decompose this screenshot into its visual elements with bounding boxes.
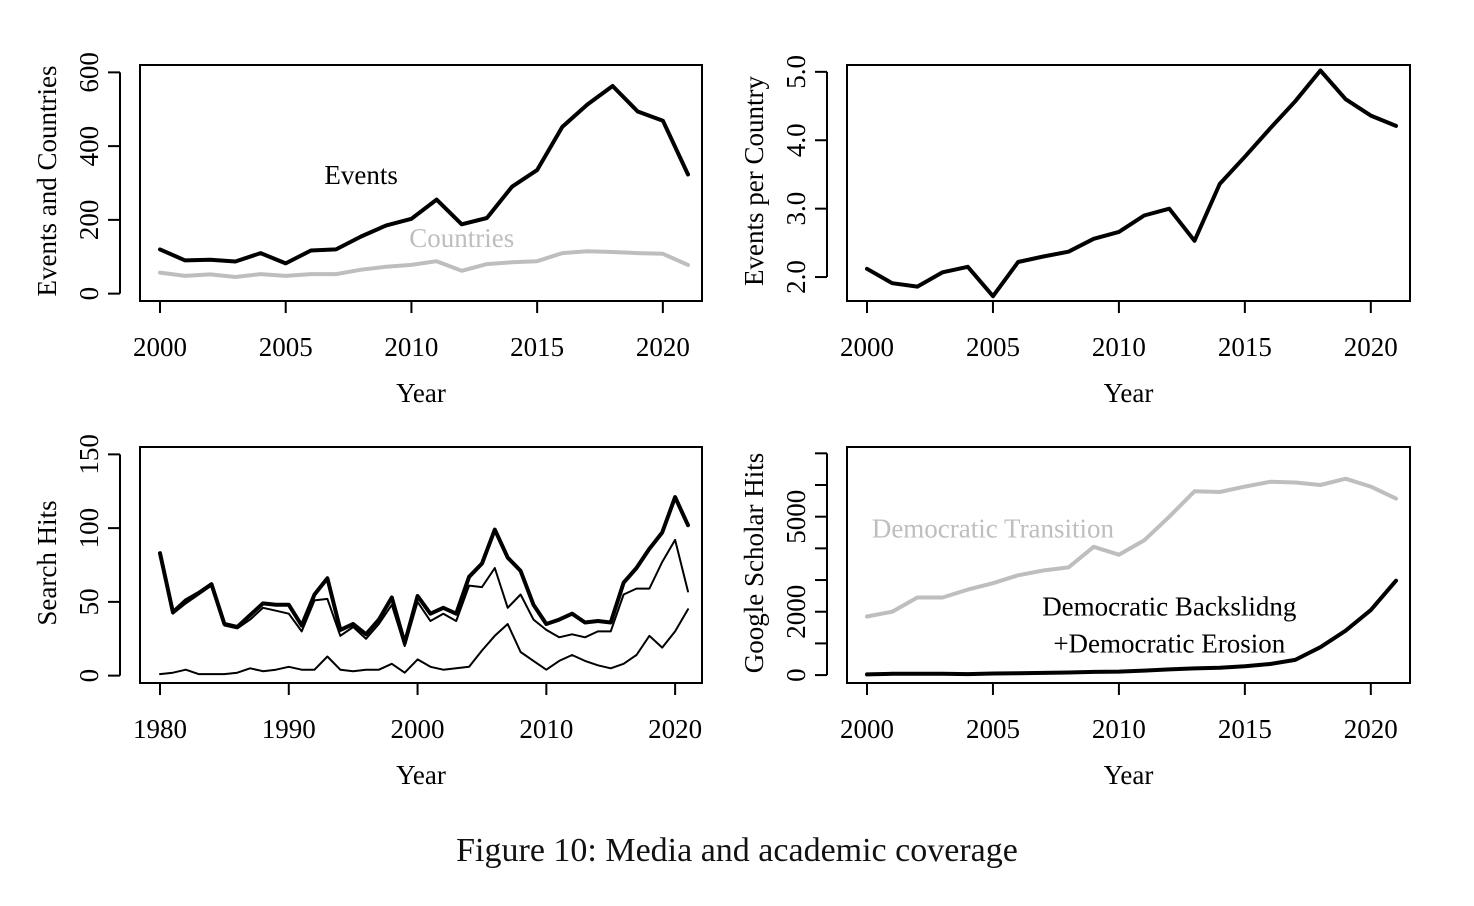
x-tick-label: 2020 <box>648 714 702 744</box>
x-tick-label: 2010 <box>1092 714 1146 744</box>
plot-frame <box>139 64 703 302</box>
x-tick-label: 2015 <box>510 332 564 362</box>
plot-frame <box>139 446 703 684</box>
x-tick-label: 2005 <box>966 714 1020 744</box>
x-tick-label: 2015 <box>1218 714 1272 744</box>
panel-3: 1980 1990 2000 2010 2020 0 50 100 150 Year Search … <box>32 434 703 790</box>
y-tick-label: 600 <box>74 52 104 93</box>
x-tick-label: 2000 <box>391 714 445 744</box>
x-tick-label: 2010 <box>384 332 438 362</box>
figure-caption: Figure 10: Media and academic coverage <box>456 832 1018 869</box>
plot-frame <box>846 64 1411 302</box>
y-tick-label: 3.0 <box>781 192 811 226</box>
series-line-2 <box>158 249 690 279</box>
series-line-2 <box>159 538 689 648</box>
y-tick-label: 0 <box>781 668 811 682</box>
series-line-2 <box>865 578 1398 677</box>
y-axis-title: Events per Country <box>739 76 769 286</box>
y-tick-label: 100 <box>74 508 104 549</box>
series-annotation: Events <box>324 160 398 190</box>
x-tick-label: 1980 <box>133 714 187 744</box>
x-tick-label: 2010 <box>519 714 573 744</box>
x-tick-label: 2010 <box>1092 332 1146 362</box>
series-line-1 <box>158 84 690 266</box>
y-tick-label: 4.0 <box>781 123 811 157</box>
y-axis-title: Google Scholar Hits <box>739 453 769 673</box>
x-tick-label: 2000 <box>133 332 187 362</box>
series-annotation: +Democratic Erosion <box>1053 628 1285 658</box>
series-annotation: Democratic Backslidng <box>1042 592 1296 622</box>
y-tick-label: 150 <box>74 434 104 475</box>
x-tick-label: 2005 <box>966 332 1020 362</box>
y-tick-label: 200 <box>74 200 104 241</box>
y-axis-title: Events and Countries <box>32 66 62 297</box>
x-tick-label: 2005 <box>259 332 313 362</box>
x-tick-label: 2000 <box>840 714 894 744</box>
x-axis-title: Year <box>396 760 446 790</box>
panel-1: 2000 2005 2010 2015 2020 0 200 400 600 Year Events… <box>32 52 703 408</box>
series-annotation: Democratic Transition <box>872 513 1115 543</box>
y-tick-label: 2.0 <box>781 260 811 294</box>
y-tick-label: 5.0 <box>781 55 811 89</box>
series-annotation: Countries <box>409 223 514 253</box>
x-tick-label: 1990 <box>262 714 316 744</box>
y-tick-label: 0 <box>74 287 104 301</box>
y-tick-label: 50 <box>74 588 104 615</box>
y-tick-label: 0 <box>74 669 104 683</box>
x-tick-label: 2020 <box>1344 714 1398 744</box>
y-tick-label: 5000 <box>781 490 811 544</box>
y-axis-title: Search Hits <box>32 500 62 625</box>
x-axis-title: Year <box>1104 378 1154 408</box>
x-tick-label: 2000 <box>840 332 894 362</box>
x-axis-title: Year <box>1104 760 1154 790</box>
x-axis-title: Year <box>396 378 446 408</box>
series-line-1 <box>865 476 1398 619</box>
series-line-3 <box>159 608 689 676</box>
panel-2: 2000 2005 2010 2015 2020 2.0 3.0 4.0 5.0 Year Even… <box>739 55 1411 408</box>
x-tick-label: 2020 <box>1344 332 1398 362</box>
y-tick-label: 2000 <box>781 585 811 639</box>
series-line-1 <box>158 495 690 646</box>
series-line-1 <box>865 68 1398 299</box>
x-tick-label: 2015 <box>1218 332 1272 362</box>
panel-4: 2000 2005 2010 2015 2020 0 2000 5000 Year Google … <box>739 446 1411 790</box>
y-tick-label: 400 <box>74 126 104 167</box>
x-tick-label: 2020 <box>636 332 690 362</box>
